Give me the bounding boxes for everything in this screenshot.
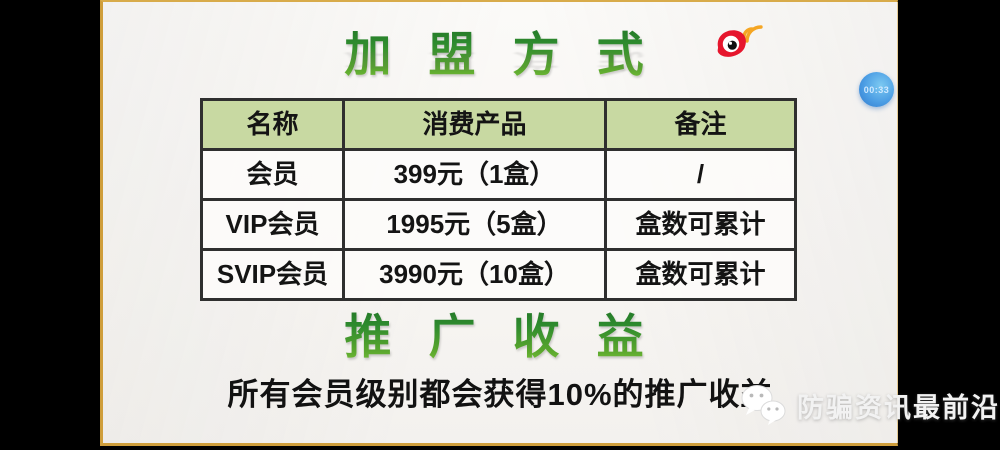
membership-table: 名称 消费产品 备注 会员 399元（1盒） / VIP会员 1995元（5盒）…	[200, 98, 797, 301]
income-statement: 所有会员级别都会获得10%的推广收益	[227, 377, 773, 412]
franchise-title-reflection: 加 盟 方 式	[344, 49, 656, 72]
income-title: 推 广 收 益	[344, 298, 655, 367]
timer-badge-label: 00:33	[863, 84, 890, 95]
presentation-slide: 加 盟 方 式 加 盟 方 式 名称 消费产品 备注	[100, 0, 898, 446]
cell-note: /	[604, 148, 797, 201]
table-row: SVIP会员 3990元（10盒） 盒数可累计	[200, 248, 797, 301]
cell-price: 1995元（5盒）	[342, 198, 607, 251]
cell-tier: SVIP会员	[200, 248, 345, 301]
cell-note: 盒数可累计	[604, 248, 797, 301]
income-title-block: 推 广 收 益	[103, 298, 897, 367]
weibo-logo-icon	[717, 25, 763, 57]
table-row: 会员 399元（1盒） /	[200, 148, 797, 201]
table-row: VIP会员 1995元（5盒） 盒数可累计	[200, 198, 797, 251]
timer-badge[interactable]: 00:33	[859, 72, 894, 107]
cell-price: 399元（1盒）	[342, 148, 607, 201]
cell-tier: 会员	[200, 148, 345, 201]
cell-note: 盒数可累计	[604, 198, 797, 251]
header-name: 名称	[200, 98, 345, 151]
table-header-row: 名称 消费产品 备注	[200, 98, 797, 151]
header-note: 备注	[604, 98, 797, 151]
header-product: 消费产品	[342, 98, 607, 151]
cell-tier: VIP会员	[200, 198, 345, 251]
franchise-title: 加 盟 方 式	[344, 16, 655, 85]
cell-price: 3990元（10盒）	[342, 248, 607, 301]
